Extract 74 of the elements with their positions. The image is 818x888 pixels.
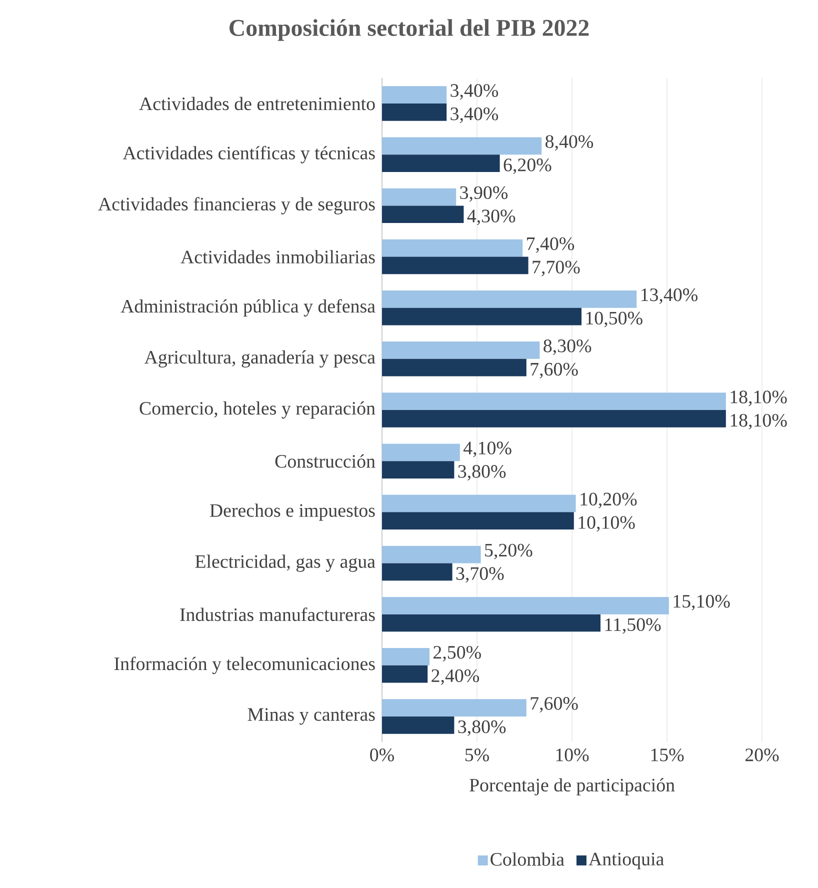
bar — [382, 410, 726, 428]
bar — [382, 444, 460, 462]
data-label: 7,40% — [527, 237, 574, 253]
y-tick-label: Información y telecomunicaciones — [114, 656, 375, 674]
bar — [382, 546, 481, 564]
data-label: 3,80% — [458, 720, 506, 736]
data-label: 5,20% — [485, 544, 532, 560]
x-tick-label: 0% — [370, 748, 394, 762]
data-label: 3,80% — [458, 465, 506, 481]
data-label: 13,40% — [641, 288, 698, 304]
data-label: 11,50% — [605, 618, 661, 634]
y-tick-label: Derechos e impuestos — [210, 504, 375, 521]
bar — [382, 104, 447, 121]
bar — [382, 86, 447, 104]
data-label: 10,50% — [586, 312, 642, 328]
data-label: 4,10% — [463, 442, 512, 458]
bar — [382, 342, 540, 359]
data-label: 7,60% — [530, 697, 578, 713]
bar — [382, 461, 454, 478]
y-tick-label: Electricidad, gas y agua — [195, 554, 376, 572]
bar — [382, 154, 500, 172]
bar — [382, 392, 726, 410]
data-label: 3,70% — [456, 567, 504, 583]
data-label: 10,10% — [578, 516, 635, 532]
bar — [382, 239, 523, 257]
bar — [382, 290, 637, 308]
data-label: 15,10% — [674, 594, 730, 610]
y-tick-label: Actividades de entretenimiento — [139, 96, 375, 110]
y-tick-label: Minas y canteras — [248, 708, 375, 725]
bar — [382, 137, 542, 155]
x-tick-label: 15% — [651, 748, 684, 762]
x-axis-title: Porcentaje de participación — [470, 778, 675, 796]
bar — [382, 648, 430, 666]
bar — [382, 358, 526, 376]
bar — [382, 188, 456, 206]
bar — [382, 256, 528, 274]
x-tick-label: 20% — [745, 748, 779, 762]
legend-label: Antioquia — [588, 852, 664, 870]
y-tick-label: Actividades financieras y de seguros — [98, 196, 375, 214]
data-label: 8,40% — [546, 135, 594, 151]
data-label: 2,40% — [432, 669, 480, 685]
y-tick-label: Comercio, hoteles y reparación — [140, 401, 376, 419]
x-tick-label: 5% — [465, 748, 489, 762]
data-label: 8,30% — [544, 340, 592, 355]
bar — [382, 206, 464, 224]
data-label: 6,20% — [504, 158, 552, 174]
data-label: 3,40% — [450, 107, 498, 123]
bar — [382, 494, 576, 512]
bar — [382, 716, 454, 734]
bar — [382, 596, 669, 614]
data-label: 18,10% — [730, 390, 787, 406]
data-label: 7,70% — [532, 260, 580, 276]
y-tick-label: Agricultura, ganadería y pesca — [144, 350, 376, 368]
y-tick-label: Actividades científicas y técnicas — [122, 146, 375, 164]
bar — [382, 308, 582, 326]
data-label: 7,60% — [530, 362, 578, 378]
bar — [382, 665, 428, 683]
data-label: 18,10% — [730, 414, 787, 430]
data-label: 3,90% — [460, 186, 508, 202]
bar — [382, 563, 452, 581]
y-tick-label: Actividades inmobiliarias — [180, 250, 375, 264]
legend-label: Colombia — [490, 852, 564, 866]
y-tick-label: Construcción — [275, 454, 376, 468]
bar — [382, 512, 574, 530]
data-label: 4,30% — [467, 210, 516, 226]
data-label: 2,50% — [434, 646, 481, 662]
data-label: 3,40% — [450, 84, 498, 100]
data-label: 10,20% — [580, 492, 637, 508]
y-tick-label: Industrias manufactureras — [180, 608, 375, 622]
chart-title: Composición sectorial del PIB 2022 — [230, 19, 589, 41]
y-tick-label: Administración pública y defensa — [120, 299, 376, 317]
bar — [382, 614, 601, 632]
bar — [382, 699, 526, 716]
x-tick-label: 10% — [556, 748, 589, 762]
